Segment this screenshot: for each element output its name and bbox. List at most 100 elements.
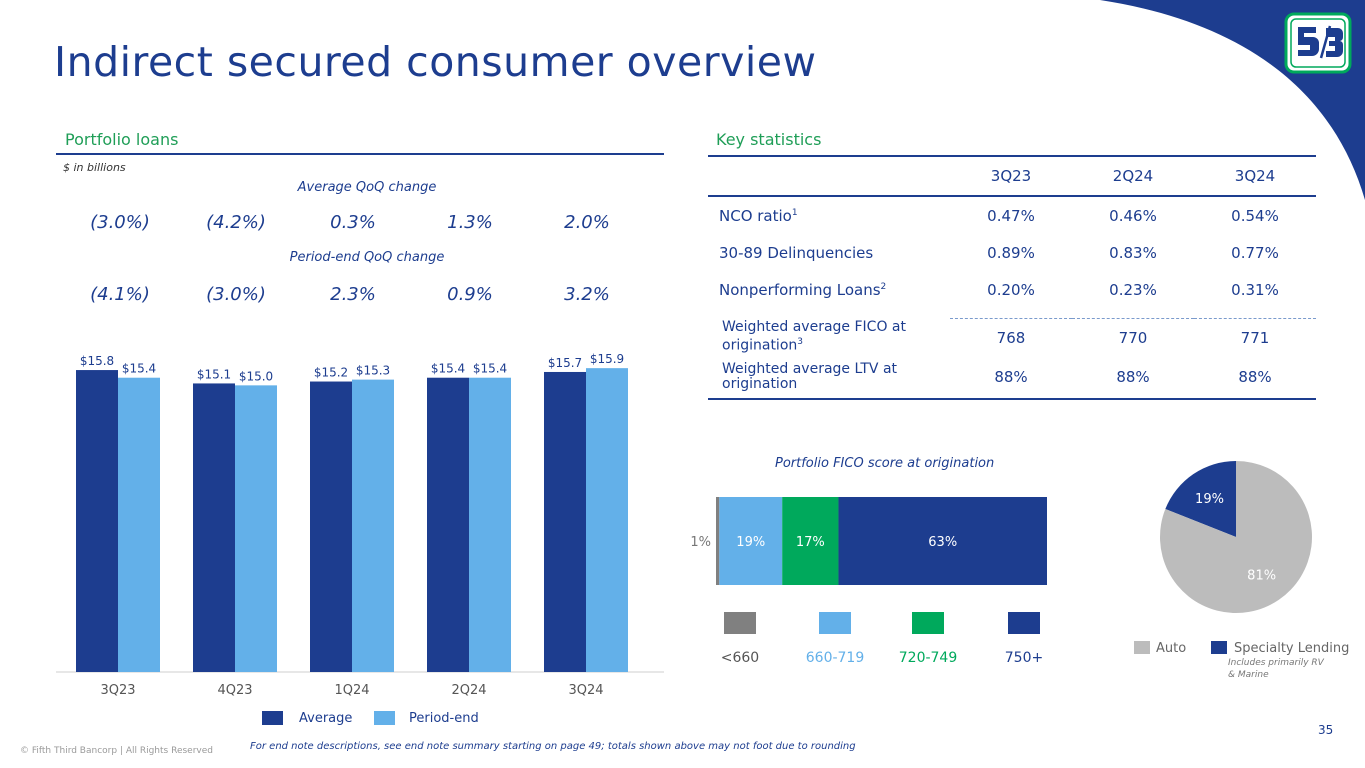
- legend-specialty-label: Specialty Lending: [1234, 641, 1350, 656]
- column-header-3q24: 3Q24: [1194, 155, 1316, 197]
- avg-change-4q23: (4.2%): [206, 212, 266, 233]
- bar-average-4q23: [193, 383, 235, 672]
- legend-period-end-swatch: [374, 711, 395, 725]
- row-label-nco: NCO ratio1: [719, 206, 798, 225]
- page-title: Indirect secured consumer overview: [54, 38, 817, 86]
- table-cell: 0.89%: [987, 243, 1035, 262]
- table-row: Weighted average LTV at origination 88% 8…: [708, 356, 1316, 400]
- avg-change-3q24: 2.0%: [564, 212, 610, 233]
- pe-change-2q24: 0.9%: [447, 284, 493, 305]
- table-row: Nonperforming Loans2 0.20% 0.23% 0.31%: [708, 271, 1316, 308]
- legend-specialty-swatch: [1211, 641, 1227, 654]
- bar-data-label: $15.8: [80, 354, 114, 368]
- table-row: NCO ratio1 0.47% 0.46% 0.54%: [708, 196, 1316, 234]
- bar-data-label: $15.4: [122, 362, 156, 376]
- units-note: $ in billions: [63, 161, 126, 174]
- bar-average-3q24: [544, 371, 586, 672]
- table-cell: 0.23%: [1109, 280, 1157, 299]
- table-cell: 88%: [950, 356, 1072, 400]
- specialty-note: Includes primarily RV & Marine: [1228, 658, 1324, 680]
- portfolio-heading-rule: [56, 153, 664, 155]
- table-cell: 0.20%: [987, 280, 1035, 299]
- row-label-fico: Weighted average FICO at origination3: [722, 319, 906, 355]
- fico-legend-swatch: [724, 612, 756, 634]
- table-cell: 0.31%: [1231, 280, 1279, 299]
- legend-period-end-label: Period-end: [409, 711, 479, 726]
- key-statistics-heading: Key statistics: [716, 130, 822, 149]
- fico-legend-label: 750+: [1005, 650, 1043, 666]
- column-header-3q23: 3Q23: [950, 155, 1072, 197]
- fico-segment-label: 1%: [690, 535, 711, 550]
- bar-data-label: $15.7: [548, 356, 582, 370]
- bar-period-end-3q24: [586, 368, 628, 672]
- table-cell: 768: [996, 328, 1026, 347]
- bar-data-label: $15.1: [197, 367, 231, 381]
- bar-data-label: $15.4: [473, 362, 507, 376]
- key-statistics-table: 3Q23 2Q24 3Q24 NCO ratio1 0.47% 0.46% 0.…: [708, 155, 1316, 400]
- table-separator: [708, 308, 1316, 319]
- legend-average-swatch: [262, 711, 283, 725]
- row-label-nonperforming: Nonperforming Loans2: [719, 280, 887, 299]
- fico-segment-0: [716, 497, 720, 585]
- bar-data-label: $15.0: [239, 369, 273, 383]
- table-row: 30-89 Delinquencies 0.89% 0.83% 0.77%: [708, 234, 1316, 271]
- pe-qoq-label: Period-end QoQ change: [289, 250, 445, 265]
- bar-data-label: $15.9: [590, 352, 624, 366]
- pie-slice-label: 19%: [1195, 492, 1224, 507]
- table-cell: 88%: [1194, 356, 1316, 400]
- header-blank: [708, 155, 950, 197]
- avg-change-2q24: 1.3%: [447, 212, 493, 233]
- portfolio-loans-chart: $15.8 $15.4 3Q23 $15.1 $15.0 4Q23 $15.2 $15.3 1Q…: [56, 352, 664, 698]
- pie-slice-specialty-lending: [1165, 461, 1236, 537]
- bar-average-2q24: [427, 377, 469, 672]
- fico-legend-label: 660-719: [806, 650, 865, 666]
- pe-change-4q23: (3.0%): [206, 284, 266, 305]
- fico-chart-title: Portfolio FICO score at origination: [775, 456, 995, 471]
- column-header-2q24: 2Q24: [1072, 155, 1194, 197]
- portfolio-loans-heading: Portfolio loans: [65, 130, 179, 149]
- table-cell: 0.83%: [1109, 243, 1157, 262]
- legend-average-label: Average: [299, 711, 353, 726]
- loan-type-pie-chart: 19% 81%: [1160, 461, 1312, 613]
- bar-data-label: $15.2: [314, 366, 348, 380]
- table-cell: 88%: [1072, 356, 1194, 400]
- table-cell: 0.46%: [1109, 206, 1157, 225]
- copyright-text: © Fifth Third Bancorp | All Rights Reser…: [20, 746, 213, 756]
- avg-change-1q24: 0.3%: [330, 212, 376, 233]
- fico-segment-3: [838, 497, 1047, 585]
- bar-data-label: $15.4: [431, 362, 465, 376]
- bar-period-end-2q24: [469, 377, 511, 672]
- fico-segment-label: 17%: [796, 535, 825, 550]
- fico-legend-swatch: [912, 612, 944, 634]
- x-tick-label: 4Q23: [217, 683, 252, 698]
- fico-legend-label: 720-749: [899, 650, 958, 666]
- table-cell: 770: [1118, 328, 1148, 347]
- table-cell: 0.47%: [987, 206, 1035, 225]
- x-tick-label: 3Q24: [568, 683, 603, 698]
- end-note-text: For end note descriptions, see end note …: [250, 741, 856, 752]
- x-tick-label: 1Q24: [334, 683, 369, 698]
- bar-average-1q24: [310, 381, 352, 672]
- table-cell: 0.77%: [1231, 243, 1279, 262]
- table-row: Weighted average FICO at origination3 768…: [708, 319, 1316, 357]
- pe-change-1q24: 2.3%: [330, 284, 376, 305]
- bar-period-end-4q23: [235, 385, 277, 672]
- table-header-row: 3Q23 2Q24 3Q24: [708, 155, 1316, 197]
- page-number: 35: [1318, 723, 1334, 737]
- pe-change-3q23: (4.1%): [90, 284, 150, 305]
- table-cell: 771: [1240, 328, 1270, 347]
- fico-segment-2: [782, 497, 839, 585]
- fico-segment-1: [719, 497, 783, 585]
- legend-auto-swatch: [1134, 641, 1150, 654]
- pie-slice-label: 81%: [1247, 569, 1276, 584]
- table-cell: 0.54%: [1231, 206, 1279, 225]
- fifth-third-logo-icon[interactable]: [1284, 12, 1352, 74]
- fico-segment-label: 19%: [736, 535, 765, 550]
- row-label-delinquencies: 30-89 Delinquencies: [719, 243, 874, 262]
- fico-segment-label: 63%: [928, 535, 957, 550]
- bar-period-end-3q23: [118, 377, 160, 672]
- fico-score-chart: 1% 19% 17% 63% <660 660-719 720-749 750+: [690, 497, 1047, 666]
- pie-slice-auto: [1160, 461, 1312, 613]
- row-label-ltv: Weighted average LTV at origination: [708, 356, 950, 400]
- avg-change-3q23: (3.0%): [90, 212, 150, 233]
